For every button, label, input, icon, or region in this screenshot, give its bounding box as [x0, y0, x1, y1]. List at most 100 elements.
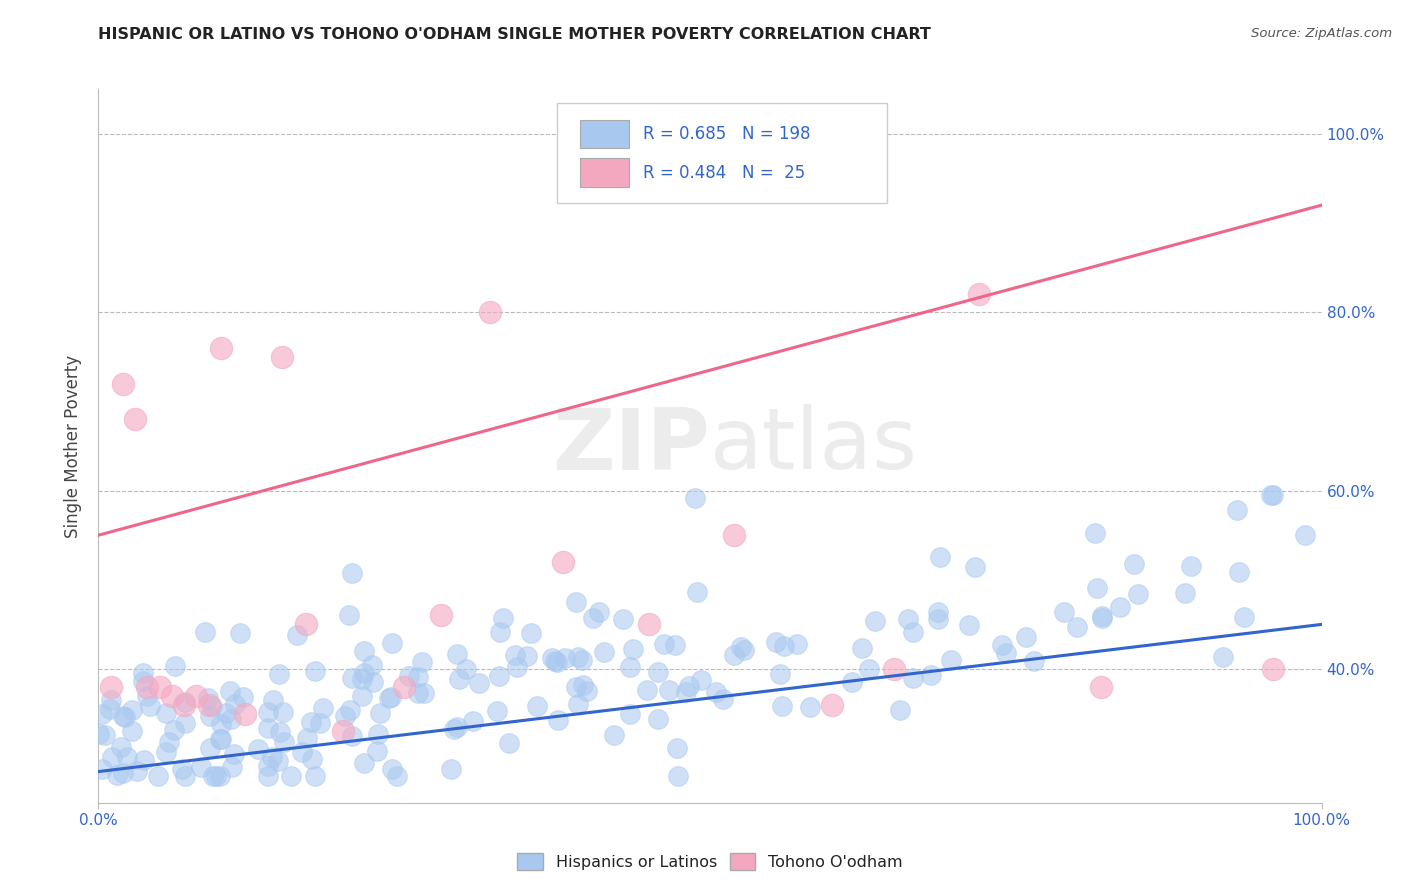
Point: [540, 651, 562, 665]
Legend: Hispanics or Latinos, Tohono O'odham: Hispanics or Latinos, Tohono O'odham: [510, 847, 910, 877]
Point: [131, 666, 153, 681]
Point: [554, 651, 576, 665]
Point: [920, 668, 942, 682]
Point: [520, 626, 543, 640]
Point: [132, 673, 155, 688]
Point: [903, 671, 925, 685]
Point: [163, 659, 186, 673]
Point: [273, 735, 295, 749]
Point: [201, 698, 224, 713]
Text: HISPANIC OR LATINO VS TOHONO O'ODHAM SINGLE MOTHER POVERTY CORRELATION CHART: HISPANIC OR LATINO VS TOHONO O'ODHAM SIN…: [98, 27, 931, 42]
Point: [190, 760, 212, 774]
Point: [1085, 581, 1108, 595]
Point: [619, 706, 641, 721]
Point: [381, 636, 404, 650]
Point: [865, 614, 887, 628]
Point: [733, 643, 755, 657]
Point: [730, 640, 752, 654]
Point: [90, 707, 112, 722]
Point: [295, 617, 318, 632]
Point: [363, 674, 385, 689]
Point: [858, 662, 880, 676]
Point: [636, 683, 658, 698]
Point: [312, 700, 335, 714]
Point: [132, 754, 155, 768]
Point: [111, 376, 134, 391]
Point: [851, 640, 873, 655]
Point: [664, 639, 686, 653]
Point: [215, 706, 238, 720]
Point: [111, 709, 134, 723]
Point: [209, 341, 232, 355]
Point: [380, 690, 402, 704]
FancyBboxPatch shape: [557, 103, 887, 203]
Point: [352, 672, 374, 686]
Point: [897, 612, 920, 626]
Point: [174, 695, 197, 709]
Point: [572, 677, 595, 691]
Point: [204, 769, 226, 783]
Point: [209, 716, 232, 731]
Point: [666, 741, 689, 756]
Point: [271, 705, 294, 719]
Point: [612, 612, 634, 626]
Point: [603, 728, 626, 742]
Point: [1173, 586, 1195, 600]
Point: [889, 703, 911, 717]
Text: R = 0.484   N =  25: R = 0.484 N = 25: [643, 164, 806, 182]
Point: [1263, 488, 1285, 502]
Point: [194, 624, 217, 639]
Point: [301, 715, 323, 730]
Point: [246, 742, 269, 756]
Point: [114, 710, 136, 724]
Point: [121, 723, 143, 738]
Point: [256, 769, 278, 783]
Point: [991, 638, 1014, 652]
Point: [647, 712, 669, 726]
Point: [160, 689, 183, 703]
Point: [1180, 558, 1202, 573]
Point: [174, 769, 197, 783]
Point: [398, 669, 420, 683]
Point: [262, 693, 284, 707]
Point: [575, 684, 598, 698]
Point: [765, 635, 787, 649]
Point: [547, 713, 569, 727]
Point: [658, 683, 681, 698]
Point: [1091, 608, 1114, 623]
Point: [1261, 662, 1284, 676]
Point: [1294, 528, 1316, 542]
Point: [1109, 600, 1132, 615]
Point: [121, 703, 143, 717]
Point: [304, 769, 326, 783]
Point: [638, 617, 661, 632]
Point: [366, 744, 388, 758]
Point: [463, 714, 485, 728]
Y-axis label: Single Mother Poverty: Single Mother Poverty: [65, 354, 83, 538]
Point: [200, 741, 222, 756]
Text: Source: ZipAtlas.com: Source: ZipAtlas.com: [1251, 27, 1392, 40]
Point: [1091, 611, 1114, 625]
Point: [411, 655, 433, 669]
Point: [1066, 620, 1088, 634]
Point: [352, 689, 374, 703]
Point: [927, 605, 949, 619]
Point: [301, 751, 323, 765]
Point: [257, 721, 280, 735]
Point: [1052, 605, 1074, 619]
Point: [582, 610, 605, 624]
Point: [332, 724, 354, 739]
Point: [516, 648, 538, 663]
Point: [446, 648, 468, 662]
Point: [155, 745, 177, 759]
Point: [486, 704, 509, 718]
Point: [110, 739, 132, 754]
Point: [1226, 503, 1249, 517]
Point: [1260, 488, 1282, 502]
Point: [454, 662, 477, 676]
Point: [197, 691, 219, 706]
Point: [342, 566, 364, 580]
Text: atlas: atlas: [710, 404, 918, 488]
Point: [209, 731, 232, 746]
Point: [297, 731, 319, 746]
